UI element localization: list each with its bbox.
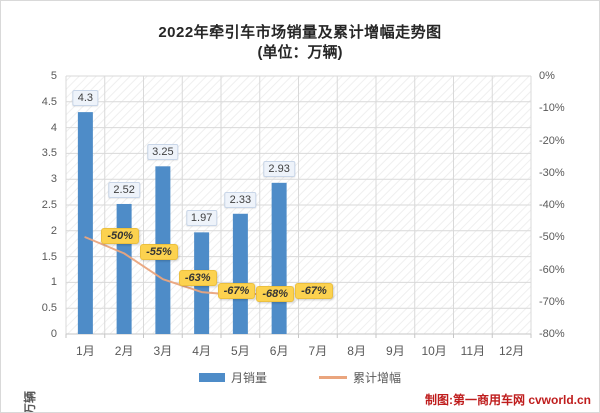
- x-axis-label-4月: 4月: [192, 344, 211, 358]
- left-axis-tick: 0.5: [41, 302, 57, 315]
- left-axis-tick: 3.5: [41, 147, 57, 160]
- left-axis-tick: 4.5: [41, 95, 57, 108]
- x-axis-label-10月: 10月: [421, 344, 447, 358]
- bar-series-swatch-icon: [198, 373, 225, 382]
- legend-bar-label: 月销量: [230, 371, 267, 385]
- bar-value-6月: 2.93: [263, 160, 295, 177]
- line-series-swatch-icon: [319, 376, 347, 379]
- x-axis-label-8月: 8月: [347, 344, 366, 358]
- right-axis-tick: -10%: [539, 102, 565, 115]
- growth-label-4月: -67%: [217, 283, 256, 300]
- bar-value-1月: 4.3: [72, 90, 99, 107]
- legend-item-cumulative-growth[interactable]: 累计增幅: [319, 369, 401, 386]
- right-axis-tick: -70%: [539, 295, 565, 308]
- x-axis-label-3月: 3月: [153, 344, 173, 358]
- growth-label-6月: -67%: [295, 283, 333, 300]
- x-axis-label-1月: 1月: [76, 344, 95, 358]
- credit-text: 制图:第一商用车网 cvworld.cn: [424, 393, 591, 407]
- left-axis-tick: 3: [50, 173, 57, 186]
- x-axis-label-7月: 7月: [308, 344, 328, 358]
- x-axis-label-9月: 9月: [386, 344, 405, 358]
- growth-label-1月: -50%: [101, 228, 140, 245]
- left-axis-tick: 2: [50, 224, 57, 237]
- right-axis-tick: -20%: [539, 134, 565, 147]
- legend: 月销量 累计增幅: [1, 369, 599, 386]
- x-axis-label-6月: 6月: [269, 344, 289, 358]
- left-axis-tick: 2.5: [41, 199, 57, 211]
- growth-label-5月: -68%: [256, 286, 295, 303]
- legend-line-label: 累计增幅: [353, 371, 402, 385]
- x-axis-label-5月: 5月: [231, 344, 250, 358]
- left-axis-tick: 5: [50, 70, 57, 82]
- right-axis-tick: -80%: [539, 328, 565, 340]
- x-axis-label-12月: 12月: [498, 344, 525, 358]
- bar-1月: [77, 112, 93, 335]
- chart-title: 2022年牵引车市场销量及累计增幅走势图: [158, 24, 442, 41]
- right-axis-tick: -50%: [539, 231, 565, 244]
- legend-item-monthly-sales[interactable]: 月销量: [198, 369, 267, 386]
- bar-5月: [232, 213, 248, 334]
- bar-value-5月: 2.33: [224, 191, 257, 208]
- bar-value-4月: 1.97: [185, 210, 218, 227]
- growth-label-2月: -55%: [140, 244, 178, 261]
- left-axis-tick: 4: [50, 121, 57, 134]
- left-axis-tick: 0: [50, 328, 57, 340]
- right-axis-tick: -40%: [539, 199, 565, 211]
- left-axis-tick: 1.5: [41, 250, 57, 263]
- right-axis-tick: -60%: [539, 263, 565, 276]
- right-axis-tick: -30%: [539, 166, 565, 179]
- growth-label-3月: -63%: [178, 270, 217, 287]
- x-axis-label-2月: 2月: [114, 344, 134, 358]
- x-axis-label-11月: 11月: [460, 344, 486, 358]
- left-axis-tick: 1: [50, 276, 57, 289]
- chart-subtitle: (单位：万辆): [257, 44, 343, 61]
- bar-2月: [116, 203, 132, 334]
- bar-value-2月: 2.52: [108, 181, 140, 198]
- bar-6月: [271, 182, 287, 334]
- right-axis-tick: 0%: [539, 70, 555, 82]
- bar-value-3月: 3.25: [147, 144, 179, 161]
